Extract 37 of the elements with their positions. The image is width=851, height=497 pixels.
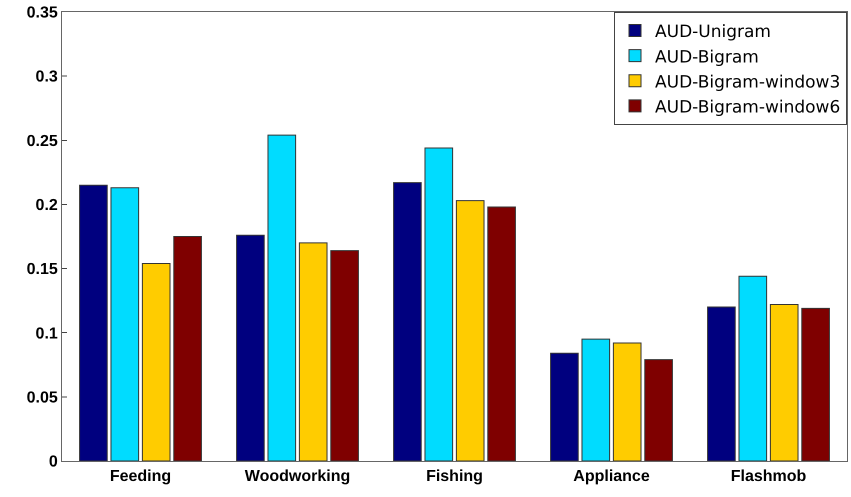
y-tick-label: 0: [48, 454, 58, 471]
x-tick-label: Appliance: [573, 468, 650, 486]
bar: [330, 250, 359, 461]
bar: [707, 306, 736, 461]
y-tick-label: 0.3: [36, 68, 58, 86]
x-tick-label: Feeding: [110, 468, 172, 486]
x-tick-label: Flashmob: [730, 468, 807, 486]
bar: [267, 134, 296, 461]
legend-label: AUD-Bigram: [655, 47, 759, 68]
legend-label: AUD-Bigram-window3: [655, 72, 840, 92]
bar: [770, 304, 799, 461]
bar: [424, 147, 454, 461]
bar: [581, 338, 610, 461]
y-tick-label: 0.2: [36, 197, 58, 214]
x-tick-label: Woodworking: [244, 468, 350, 486]
bar: [487, 206, 516, 461]
y-tick-label: 0.25: [26, 132, 58, 150]
y-tick-label: 0.35: [26, 4, 58, 22]
bar: [298, 242, 328, 461]
y-tick-label: 0.05: [26, 389, 58, 406]
bar: [79, 184, 108, 461]
x-tick-label: Fishing: [426, 468, 483, 486]
bar: [236, 234, 265, 461]
bar: [550, 352, 579, 461]
bar: [173, 236, 202, 461]
y-tick-label: 0.1: [36, 325, 58, 342]
bar: [110, 187, 140, 461]
bar: [612, 342, 642, 461]
bar: [142, 262, 171, 461]
legend-label: AUD-Unigram: [655, 22, 771, 42]
bar: [393, 182, 422, 461]
bar: [456, 200, 485, 461]
bar: [738, 276, 768, 461]
y-tick-label: 0.15: [26, 261, 58, 278]
bar: [801, 308, 830, 461]
bar: [644, 359, 673, 461]
legend-label: AUD-Bigram-window6: [655, 97, 840, 118]
